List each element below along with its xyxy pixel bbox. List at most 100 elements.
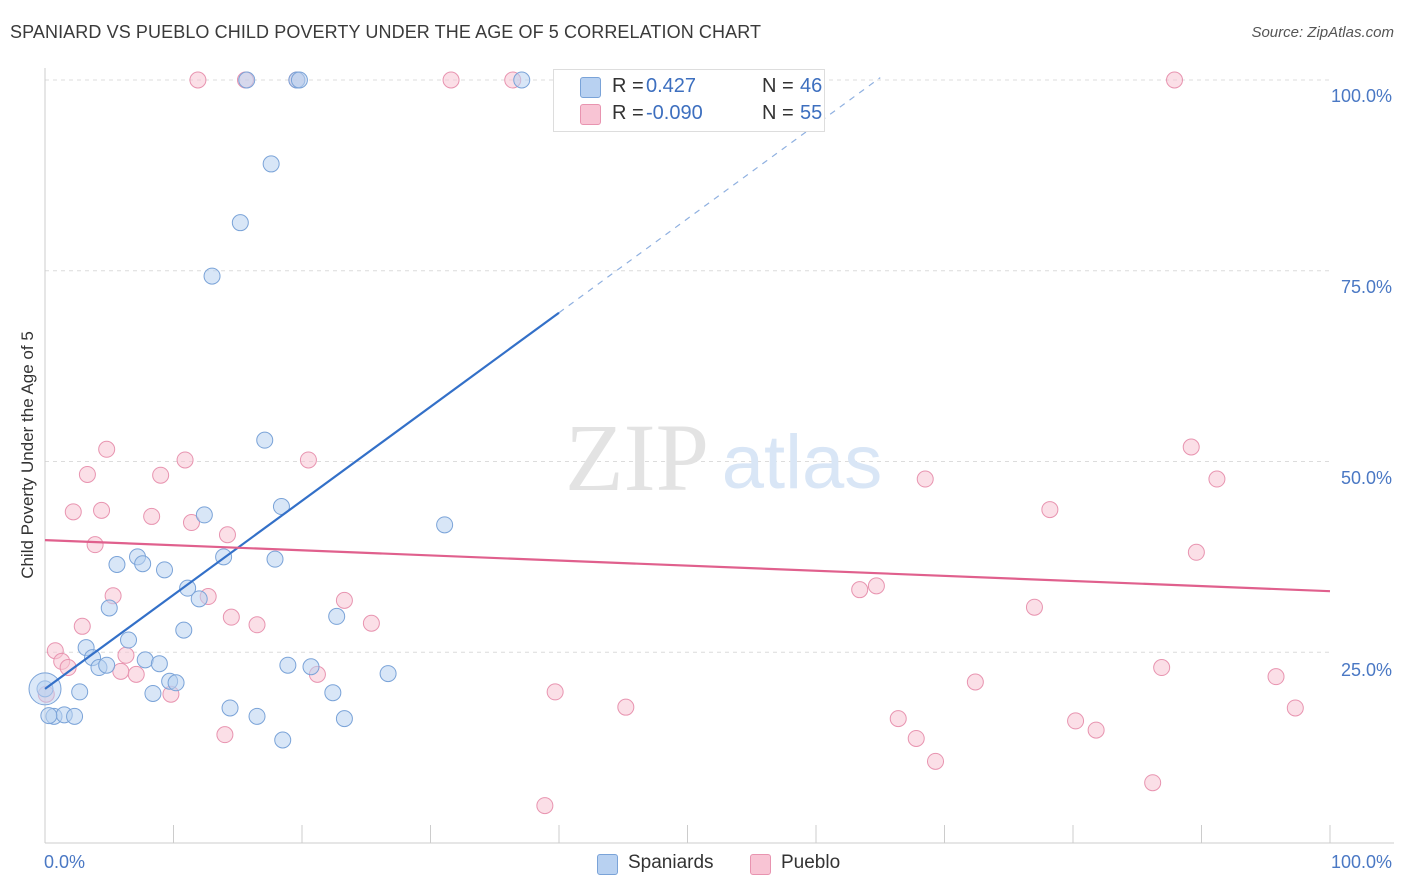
- r-label: R =: [612, 102, 644, 124]
- data-point: [1187, 543, 1205, 561]
- data-point: [1153, 659, 1171, 677]
- data-point: [513, 71, 531, 89]
- chart-title: SPANIARD VS PUEBLO CHILD POVERTY UNDER T…: [10, 22, 762, 42]
- data-point: [1208, 470, 1226, 488]
- data-point: [222, 608, 240, 626]
- watermark-atlas: atlas: [722, 420, 883, 505]
- data-point: [156, 561, 174, 579]
- n-value: 55: [800, 102, 823, 124]
- data-point: [66, 707, 84, 725]
- data-point: [362, 614, 380, 632]
- data-point: [40, 707, 58, 725]
- n-value: 46: [800, 75, 823, 97]
- legend-label-spaniards: Spaniards: [628, 852, 714, 873]
- data-point: [536, 797, 554, 815]
- data-point: [1182, 438, 1200, 456]
- data-point: [617, 698, 635, 716]
- pueblo-points: [37, 71, 1304, 815]
- data-point: [93, 501, 111, 519]
- data-point: [266, 550, 284, 568]
- data-point: [190, 590, 208, 608]
- data-point: [299, 451, 317, 469]
- data-point: [78, 465, 96, 483]
- data-point: [966, 673, 984, 691]
- spaniards-swatch: [580, 77, 601, 98]
- data-point: [71, 683, 89, 701]
- r-value: 0.427: [646, 75, 697, 97]
- data-point: [238, 71, 256, 89]
- data-point: [182, 514, 200, 532]
- data-point: [1067, 712, 1085, 730]
- data-point: [262, 155, 280, 173]
- data-point: [379, 665, 397, 683]
- data-point: [442, 71, 460, 89]
- data-point: [851, 581, 869, 599]
- trend-lines: [44, 77, 1331, 690]
- data-point: [1267, 668, 1285, 686]
- data-point: [274, 731, 292, 749]
- data-point: [1087, 721, 1105, 739]
- data-point: [279, 656, 297, 674]
- data-point: [127, 665, 145, 683]
- data-point: [436, 516, 454, 534]
- data-point: [98, 656, 116, 674]
- y-tick-100: 100.0%: [1330, 86, 1392, 106]
- y-tick-75: 75.0%: [1340, 277, 1392, 297]
- watermark-zip: ZIP: [565, 404, 709, 511]
- data-point: [203, 267, 221, 285]
- data-point: [546, 683, 564, 701]
- y-tick-50: 50.0%: [1340, 468, 1392, 488]
- data-point: [1041, 501, 1059, 519]
- stats-legend: R = 0.427 N = 46 R = -0.090 N = 55: [553, 69, 825, 132]
- data-point: [120, 631, 138, 649]
- data-point: [134, 555, 152, 573]
- data-point: [167, 674, 185, 692]
- data-point: [143, 507, 161, 525]
- data-point: [189, 71, 207, 89]
- data-point: [248, 616, 266, 634]
- data-point: [176, 451, 194, 469]
- r-label: R =: [612, 75, 644, 97]
- x-tick-100: 100.0%: [1330, 852, 1392, 872]
- data-point: [1144, 774, 1162, 792]
- data-point: [98, 440, 116, 458]
- legend-label-pueblo: Pueblo: [781, 852, 841, 873]
- pueblo-legend-swatch: [750, 854, 771, 875]
- data-point: [218, 526, 236, 544]
- data-point: [889, 710, 907, 728]
- data-point: [86, 536, 104, 554]
- data-point: [290, 71, 308, 89]
- data-point: [1286, 699, 1304, 717]
- data-point: [152, 466, 170, 484]
- data-point: [117, 646, 135, 664]
- data-point: [195, 506, 213, 524]
- data-point: [248, 707, 266, 725]
- data-point: [324, 684, 342, 702]
- data-point: [1025, 598, 1043, 616]
- data-point: [1166, 71, 1184, 89]
- n-label: N =: [762, 75, 794, 97]
- data-point: [302, 658, 320, 676]
- pueblo-trend-line: [44, 538, 1331, 593]
- data-point: [112, 662, 130, 680]
- data-point: [867, 577, 885, 595]
- data-point: [108, 556, 126, 574]
- source-credit: Source: ZipAtlas.com: [1251, 24, 1394, 41]
- data-point: [335, 591, 353, 609]
- data-point: [335, 710, 353, 728]
- spaniards-trend-line: [44, 311, 560, 690]
- x-tick-0: 0.0%: [44, 852, 86, 872]
- data-point: [221, 699, 239, 717]
- data-point: [100, 599, 118, 617]
- y-tick-25: 25.0%: [1340, 660, 1392, 680]
- data-point: [916, 470, 934, 488]
- data-point: [150, 655, 168, 673]
- data-point: [73, 617, 91, 635]
- data-point: [64, 503, 82, 521]
- pueblo-swatch: [580, 104, 601, 125]
- data-point: [907, 729, 925, 747]
- data-point: [59, 659, 77, 677]
- axes: [44, 68, 1394, 844]
- data-point: [328, 607, 346, 625]
- watermark: ZIP atlas: [565, 404, 882, 511]
